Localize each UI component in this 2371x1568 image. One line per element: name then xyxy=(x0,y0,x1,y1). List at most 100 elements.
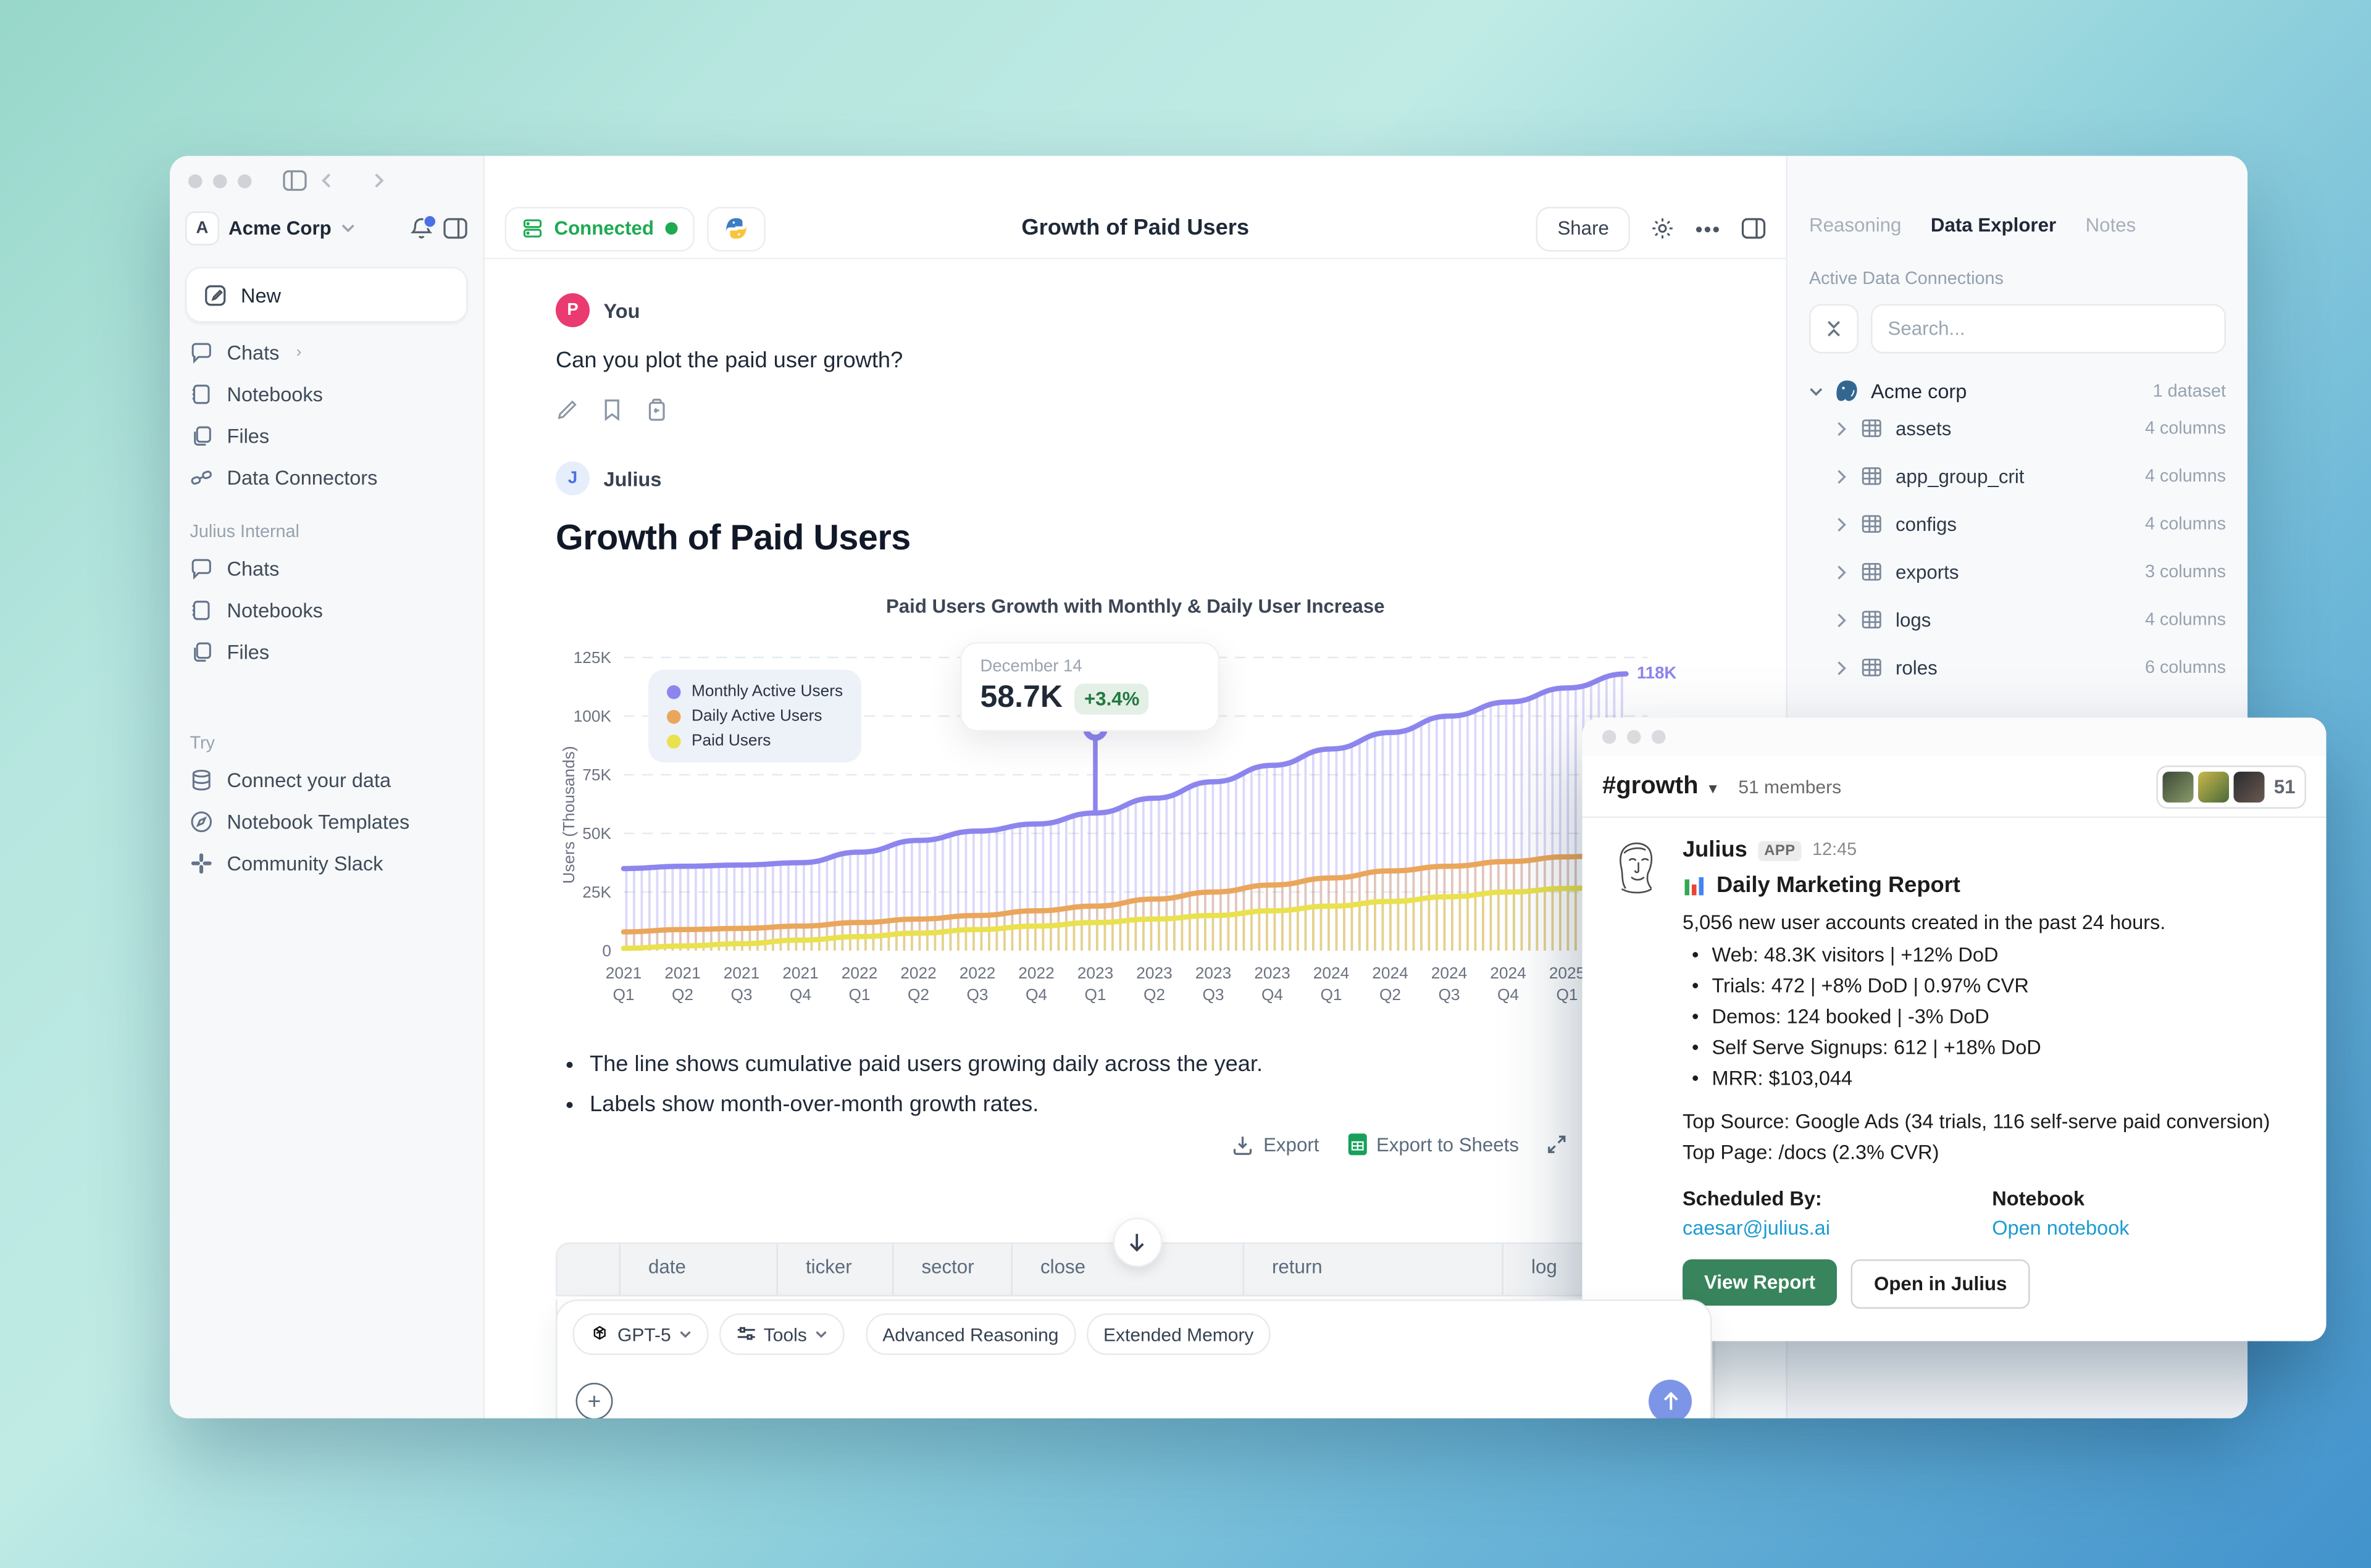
export-label: Export xyxy=(1263,1133,1319,1156)
notebook-icon xyxy=(192,601,210,620)
message-composer[interactable]: GPT-5 Tools Advanced Reasoning Extended … xyxy=(556,1299,1712,1419)
collapse-all-button[interactable] xyxy=(1809,304,1859,354)
send-button[interactable] xyxy=(1649,1380,1692,1419)
download-icon xyxy=(1234,1136,1253,1154)
svg-text:2021: 2021 xyxy=(782,964,818,982)
dataset-table-row[interactable]: assets 4 columns xyxy=(1809,404,2226,452)
panel-toggle-icon[interactable] xyxy=(1741,218,1766,240)
svg-text:2024: 2024 xyxy=(1431,964,1467,982)
share-button[interactable]: Share xyxy=(1536,206,1631,251)
open-notebook-link[interactable]: Open notebook xyxy=(1992,1216,2130,1240)
tab-notes[interactable]: Notes xyxy=(2085,214,2136,236)
open-in-julius-button[interactable]: Open in Julius xyxy=(1850,1259,2030,1309)
chevron-down-icon xyxy=(679,1331,690,1338)
table-column xyxy=(558,1244,621,1295)
tools-selector[interactable]: Tools xyxy=(719,1313,844,1355)
message-author[interactable]: Julius xyxy=(1683,838,1747,863)
edit-icon[interactable] xyxy=(556,398,579,422)
python-icon xyxy=(725,218,746,239)
attach-button[interactable]: + xyxy=(575,1383,613,1419)
model-selector[interactable]: GPT-5 xyxy=(572,1313,708,1355)
chevron-right-icon xyxy=(1838,469,1846,483)
files-icon xyxy=(194,426,211,446)
window-zoom-button[interactable] xyxy=(238,173,252,188)
scroll-to-bottom-button[interactable] xyxy=(1112,1217,1162,1267)
tab-data-explorer[interactable]: Data Explorer xyxy=(1930,214,2057,236)
export-to-sheets-button[interactable]: Export to Sheets xyxy=(1347,1133,1519,1156)
sidebar-item-data-connectors[interactable]: Data Connectors xyxy=(170,457,483,499)
chevron-right-icon xyxy=(1838,612,1846,627)
slack-titlebar xyxy=(1582,717,2327,756)
table-column-sector: sector xyxy=(894,1244,1013,1295)
julius-sketch-avatar xyxy=(1607,838,1666,897)
window-zoom-button[interactable] xyxy=(1652,730,1666,744)
dataset-table-row[interactable]: exports 3 columns xyxy=(1809,548,2226,596)
gear-icon[interactable] xyxy=(1650,216,1675,241)
postgresql-icon xyxy=(1836,380,1857,401)
connection-acme-corp[interactable]: Acme corp 1 dataset xyxy=(1809,378,2226,405)
window-close-button[interactable] xyxy=(1602,730,1616,744)
chevron-down-icon xyxy=(341,224,354,233)
view-report-button[interactable]: View Report xyxy=(1683,1259,1838,1306)
chart-canvas: 0 25K 50K 75K 100K 125K 2021 Q1 2021 Q2 2021 Q3 2021… xyxy=(559,648,1676,1004)
sidebar-item-notebook-templates[interactable]: Notebook Templates xyxy=(170,801,483,843)
svg-text:2024: 2024 xyxy=(1490,964,1526,982)
dataset-table-row[interactable]: app_group_crit 4 columns xyxy=(1809,452,2226,501)
sidebar-item-notebooks[interactable]: Notebooks xyxy=(170,373,483,415)
database-icon xyxy=(192,769,211,791)
sidebar: A Acme Corp New Chats › xyxy=(170,156,485,1419)
export-button[interactable]: Export xyxy=(1232,1133,1319,1155)
member-avatar xyxy=(2198,770,2230,802)
window-minimize-button[interactable] xyxy=(213,173,227,188)
copy-clipboard-icon[interactable] xyxy=(645,398,667,422)
tab-reasoning[interactable]: Reasoning xyxy=(1809,214,1902,236)
python-environment-button[interactable] xyxy=(706,206,765,251)
sidebar-item-internal-files[interactable]: Files xyxy=(170,632,483,673)
dataset-table-row[interactable]: logs 4 columns xyxy=(1809,596,2226,644)
bookmark-icon[interactable] xyxy=(602,398,622,422)
compass-icon xyxy=(191,811,212,833)
openai-icon xyxy=(593,1325,606,1340)
table-name: roles xyxy=(1896,656,1938,678)
sidebar-item-files[interactable]: Files xyxy=(170,415,483,457)
svg-text:Users (Thousands): Users (Thousands) xyxy=(559,746,578,883)
chevron-right-icon xyxy=(1838,661,1846,675)
window-close-button[interactable] xyxy=(188,173,203,188)
svg-text:Q4: Q4 xyxy=(1026,985,1047,1004)
collapse-sidebar-icon[interactable] xyxy=(443,218,468,240)
notifications-bell-icon[interactable] xyxy=(409,214,437,241)
svg-text:0: 0 xyxy=(602,941,611,960)
sidebar-item-internal-chats[interactable]: Chats xyxy=(170,548,483,590)
sidebar-item-label: Notebook Templates xyxy=(227,810,410,834)
sidebar-item-label: Connect your data xyxy=(227,769,391,792)
history-back-icon[interactable] xyxy=(318,172,337,190)
table-grid-icon xyxy=(1862,419,1881,438)
extended-memory-toggle[interactable]: Extended Memory xyxy=(1086,1313,1271,1355)
sidebar-item-community-slack[interactable]: Community Slack xyxy=(170,843,483,885)
svg-text:50K: 50K xyxy=(582,824,611,843)
channel-members-button[interactable]: 51 xyxy=(2156,764,2306,808)
channel-name[interactable]: #growth xyxy=(1602,772,1699,799)
advanced-reasoning-toggle[interactable]: Advanced Reasoning xyxy=(865,1313,1076,1355)
sidebar-item-chats[interactable]: Chats › xyxy=(170,332,483,374)
sidebar-item-internal-notebooks[interactable]: Notebooks xyxy=(170,590,483,632)
window-minimize-button[interactable] xyxy=(1627,730,1641,744)
table-columns-count: 6 columns xyxy=(2144,658,2226,677)
sidebar-item-connect-data[interactable]: Connect your data xyxy=(170,759,483,801)
expand-icon[interactable] xyxy=(1547,1135,1567,1155)
table-column-log: log xyxy=(1531,1256,1557,1278)
scheduled-by-link[interactable]: caesar@julius.ai xyxy=(1683,1216,1830,1240)
workspace-switcher[interactable]: A Acme Corp xyxy=(170,206,483,252)
svg-text:2022: 2022 xyxy=(960,964,995,982)
dataset-table-row[interactable]: configs 4 columns xyxy=(1809,500,2226,548)
dataset-table-row[interactable]: roles 6 columns xyxy=(1809,644,2226,692)
main-header: Connected Growth of Paid Users Share ••• xyxy=(485,199,1786,259)
new-chat-button[interactable]: New xyxy=(185,267,468,323)
search-input[interactable] xyxy=(1871,304,2226,354)
sidebar-toggle-icon[interactable] xyxy=(283,170,307,191)
sidebar-item-label: Chats xyxy=(227,341,280,365)
history-forward-icon[interactable] xyxy=(369,172,388,190)
message-timestamp[interactable]: 12:45 xyxy=(1812,841,1857,860)
more-options-icon[interactable]: ••• xyxy=(1695,217,1721,240)
connected-status-button[interactable]: Connected xyxy=(504,206,694,251)
